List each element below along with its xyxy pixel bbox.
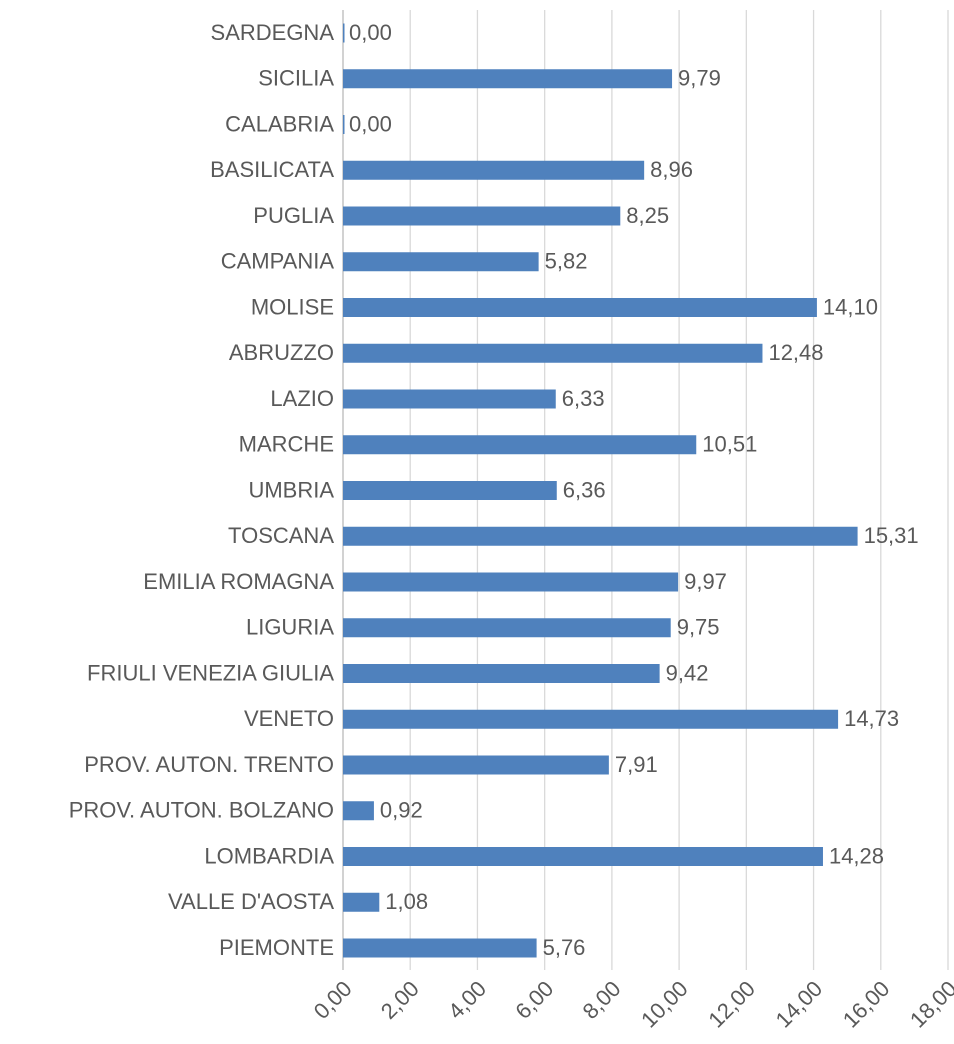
data-label: 8,96 [650,157,693,182]
data-label: 14,28 [829,843,884,868]
bar [343,115,345,134]
data-label: 8,25 [626,203,669,228]
data-label: 1,08 [385,889,428,914]
x-tick-label: 10,00 [636,976,693,1033]
y-tick-label: BASILICATA [210,157,334,182]
y-tick-label: EMILIA ROMAGNA [143,569,334,594]
y-tick-label: VALLE D'AOSTA [168,889,334,914]
data-label: 9,42 [666,660,709,685]
y-tick-label: LOMBARDIA [204,843,334,868]
bar [343,343,763,363]
bar [343,160,645,180]
bar [343,664,660,683]
x-tick-label: 2,00 [376,976,424,1024]
y-tick-label: LIGURIA [246,615,334,640]
y-tick-label: MARCHE [239,432,334,457]
bar [343,572,679,592]
data-label: 5,82 [545,249,588,274]
bar [343,23,345,43]
x-tick-label: 14,00 [771,976,828,1033]
bar [343,755,609,775]
x-tick-label: 4,00 [443,976,491,1024]
y-tick-label: UMBRIA [248,477,334,502]
bar [343,938,537,958]
data-label: 0,00 [349,111,392,136]
y-tick-label: MOLISE [251,294,334,319]
y-tick-label: SICILIA [258,66,334,91]
x-tick-label: 18,00 [905,976,954,1033]
y-tick-label: CAMPANIA [221,249,335,274]
data-label: 15,31 [864,523,919,548]
data-label: 9,79 [678,66,721,91]
y-tick-label: CALABRIA [225,111,334,136]
data-label: 12,48 [768,340,823,365]
bar [343,526,858,546]
bar [343,709,839,729]
x-tick-label: 12,00 [703,976,760,1033]
y-tick-label: PROV. AUTON. BOLZANO [69,798,334,823]
x-tick-label: 0,00 [309,976,357,1024]
bar [343,252,539,272]
y-tick-label: FRIULI VENEZIA GIULIA [87,660,334,685]
bar [343,435,697,455]
data-label: 10,51 [702,432,757,457]
data-label: 9,97 [684,569,727,594]
bar [343,389,556,409]
bar [343,69,673,89]
y-tick-label: PIEMONTE [219,935,334,960]
y-tick-label: SARDEGNA [211,20,335,45]
x-tick-label: 6,00 [510,976,558,1024]
data-label: 5,76 [543,935,586,960]
data-label: 7,91 [615,752,658,777]
data-label: 14,10 [823,294,878,319]
bar [343,481,557,500]
data-label: 0,00 [349,20,392,45]
data-label: 0,92 [380,798,423,823]
bar [343,801,374,821]
y-tick-label: ABRUZZO [229,340,334,365]
y-tick-label: PROV. AUTON. TRENTO [84,752,334,777]
y-tick-label: VENETO [244,706,334,731]
data-label: 14,73 [844,706,899,731]
y-tick-label: PUGLIA [253,203,334,228]
bar [343,847,823,866]
x-tick-label: 8,00 [578,976,626,1024]
bar [343,298,817,317]
data-label: 9,75 [677,615,720,640]
y-tick-label: TOSCANA [228,523,334,548]
x-tick-label: 16,00 [838,976,895,1033]
data-label: 6,36 [563,477,606,502]
y-tick-label: LAZIO [270,386,334,411]
bar [343,892,380,912]
data-label: 6,33 [562,386,605,411]
bar [343,206,621,226]
bar [343,618,671,638]
